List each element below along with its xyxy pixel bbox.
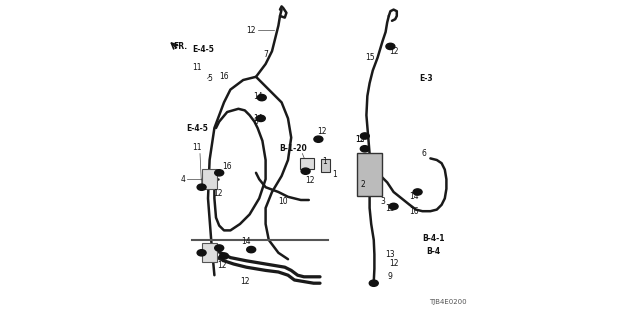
Text: 1: 1: [323, 157, 327, 166]
FancyBboxPatch shape: [202, 244, 218, 262]
Ellipse shape: [413, 189, 422, 195]
Text: 14: 14: [253, 92, 262, 100]
Text: B-4-1: B-4-1: [422, 234, 445, 243]
Text: 12: 12: [355, 135, 365, 144]
FancyBboxPatch shape: [321, 159, 330, 172]
FancyBboxPatch shape: [202, 169, 218, 189]
Ellipse shape: [215, 245, 224, 251]
Ellipse shape: [220, 253, 228, 259]
Text: FR.: FR.: [173, 42, 188, 51]
Text: B-1-20: B-1-20: [279, 144, 307, 153]
Text: 15: 15: [365, 53, 374, 62]
Ellipse shape: [369, 280, 378, 286]
Ellipse shape: [389, 203, 398, 210]
Ellipse shape: [360, 146, 369, 152]
Text: 1: 1: [332, 170, 337, 179]
Text: 4: 4: [180, 175, 186, 184]
Text: 5: 5: [207, 74, 212, 83]
Text: E-3: E-3: [419, 74, 433, 83]
Text: E-4-5: E-4-5: [192, 45, 214, 54]
Text: 10: 10: [278, 197, 288, 206]
Text: 12: 12: [317, 127, 326, 136]
Text: 16: 16: [410, 207, 419, 216]
Ellipse shape: [215, 170, 224, 176]
Text: 12: 12: [246, 26, 256, 35]
Text: 12: 12: [240, 277, 250, 286]
Text: 8: 8: [253, 117, 259, 126]
Text: 12: 12: [214, 189, 223, 198]
Text: 13: 13: [385, 250, 396, 259]
Text: 2: 2: [361, 180, 365, 188]
Text: 11: 11: [192, 143, 202, 152]
Text: 14: 14: [410, 192, 419, 201]
Text: 13: 13: [385, 204, 396, 212]
Text: 12: 12: [389, 260, 398, 268]
Ellipse shape: [247, 246, 255, 253]
FancyBboxPatch shape: [357, 153, 381, 196]
FancyBboxPatch shape: [301, 158, 314, 169]
Ellipse shape: [301, 168, 310, 174]
Text: 14: 14: [241, 237, 252, 246]
Ellipse shape: [256, 115, 266, 122]
Text: 9: 9: [388, 272, 393, 281]
Text: 15: 15: [355, 135, 365, 144]
Text: 3: 3: [380, 197, 385, 206]
Text: 16: 16: [219, 72, 229, 81]
Text: 16: 16: [222, 162, 232, 171]
Ellipse shape: [197, 184, 206, 190]
Text: 12: 12: [306, 176, 315, 185]
Text: E-4-5: E-4-5: [186, 124, 208, 132]
Text: 11: 11: [192, 63, 202, 72]
Ellipse shape: [360, 133, 369, 139]
Text: 12: 12: [218, 261, 227, 270]
Text: TJB4E0200: TJB4E0200: [429, 300, 467, 305]
Ellipse shape: [314, 136, 323, 142]
Ellipse shape: [197, 250, 206, 256]
Ellipse shape: [386, 43, 395, 50]
Ellipse shape: [257, 94, 266, 101]
Text: 7: 7: [263, 50, 268, 59]
Text: B-4: B-4: [426, 247, 441, 256]
Text: 12: 12: [389, 47, 398, 56]
Text: 6: 6: [422, 149, 426, 158]
Text: 14: 14: [253, 114, 262, 123]
